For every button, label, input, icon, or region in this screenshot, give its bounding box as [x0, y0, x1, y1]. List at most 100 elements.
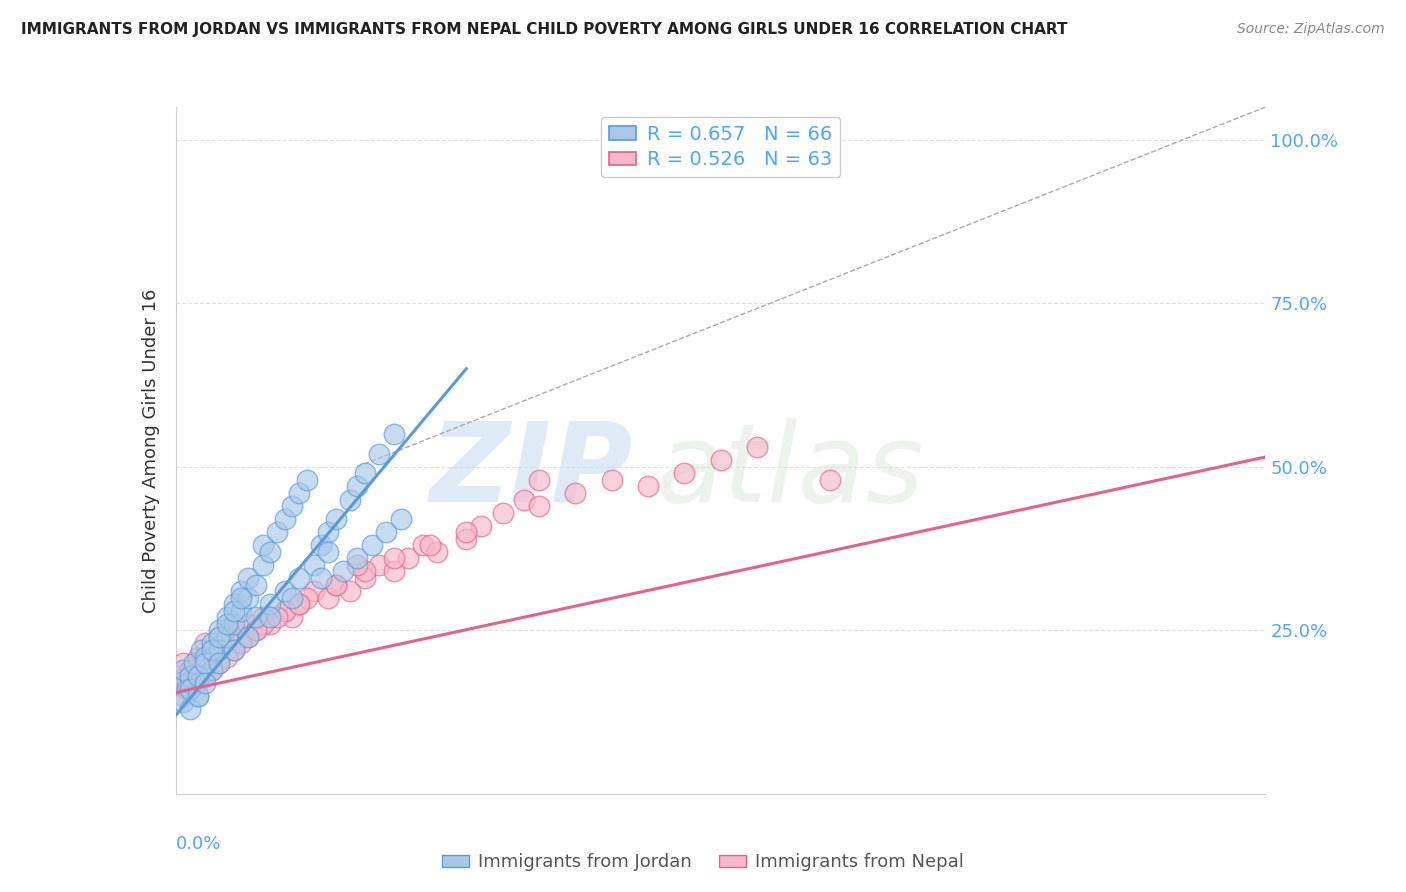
Point: [710, 453, 733, 467]
Point: [492, 506, 515, 520]
Point: [470, 518, 492, 533]
Point: [281, 610, 304, 624]
Point: [318, 525, 340, 540]
Point: [564, 486, 586, 500]
Point: [325, 577, 347, 591]
Point: [222, 643, 245, 657]
Point: [222, 604, 245, 618]
Point: [339, 492, 361, 507]
Point: [818, 473, 841, 487]
Point: [346, 479, 368, 493]
Point: [346, 551, 368, 566]
Point: [389, 512, 412, 526]
Point: [179, 702, 201, 716]
Legend: Immigrants from Jordan, Immigrants from Nepal: Immigrants from Jordan, Immigrants from …: [434, 847, 972, 879]
Text: ZIP: ZIP: [430, 417, 633, 524]
Point: [231, 636, 253, 650]
Point: [302, 584, 325, 599]
Point: [375, 525, 398, 540]
Point: [274, 512, 297, 526]
Point: [169, 675, 191, 690]
Point: [456, 532, 478, 546]
Point: [302, 558, 325, 572]
Text: atlas: atlas: [655, 417, 924, 524]
Point: [186, 675, 209, 690]
Point: [673, 467, 696, 481]
Point: [245, 624, 267, 638]
Point: [382, 551, 405, 566]
Point: [238, 616, 260, 631]
Text: IMMIGRANTS FROM JORDAN VS IMMIGRANTS FROM NEPAL CHILD POVERTY AMONG GIRLS UNDER : IMMIGRANTS FROM JORDAN VS IMMIGRANTS FRO…: [21, 22, 1067, 37]
Point: [208, 643, 231, 657]
Point: [252, 558, 274, 572]
Point: [208, 624, 231, 638]
Point: [194, 636, 217, 650]
Point: [186, 689, 209, 703]
Point: [208, 630, 231, 644]
Point: [201, 643, 224, 657]
Point: [215, 630, 238, 644]
Point: [231, 591, 253, 605]
Point: [183, 656, 205, 670]
Legend: R = 0.657   N = 66, R = 0.526   N = 63: R = 0.657 N = 66, R = 0.526 N = 63: [600, 117, 841, 178]
Point: [252, 538, 274, 552]
Point: [208, 656, 231, 670]
Point: [231, 604, 253, 618]
Point: [172, 695, 194, 709]
Point: [259, 616, 281, 631]
Point: [215, 649, 238, 664]
Point: [281, 591, 304, 605]
Point: [274, 584, 297, 599]
Point: [513, 492, 536, 507]
Point: [179, 663, 201, 677]
Point: [266, 610, 288, 624]
Point: [360, 538, 382, 552]
Point: [215, 616, 238, 631]
Point: [259, 597, 281, 611]
Point: [222, 616, 245, 631]
Point: [201, 643, 224, 657]
Point: [176, 675, 198, 690]
Point: [353, 467, 375, 481]
Point: [288, 486, 311, 500]
Point: [419, 538, 441, 552]
Point: [172, 656, 194, 670]
Point: [252, 616, 274, 631]
Point: [274, 604, 297, 618]
Point: [527, 473, 550, 487]
Point: [368, 447, 391, 461]
Point: [179, 669, 201, 683]
Point: [412, 538, 434, 552]
Point: [353, 571, 375, 585]
Point: [176, 682, 198, 697]
Point: [245, 624, 267, 638]
Point: [238, 630, 260, 644]
Point: [201, 636, 224, 650]
Point: [259, 610, 281, 624]
Point: [194, 675, 217, 690]
Point: [325, 512, 347, 526]
Point: [179, 682, 201, 697]
Point: [215, 636, 238, 650]
Point: [201, 663, 224, 677]
Point: [288, 597, 311, 611]
Point: [456, 525, 478, 540]
Point: [231, 584, 253, 599]
Point: [194, 649, 217, 664]
Point: [238, 630, 260, 644]
Point: [295, 473, 318, 487]
Point: [318, 545, 340, 559]
Point: [208, 656, 231, 670]
Point: [339, 584, 361, 599]
Point: [238, 591, 260, 605]
Point: [295, 591, 318, 605]
Point: [426, 545, 449, 559]
Point: [309, 538, 332, 552]
Point: [208, 630, 231, 644]
Text: 0.0%: 0.0%: [176, 835, 221, 853]
Point: [194, 669, 217, 683]
Point: [346, 558, 368, 572]
Point: [186, 649, 209, 664]
Point: [186, 669, 209, 683]
Y-axis label: Child Poverty Among Girls Under 16: Child Poverty Among Girls Under 16: [142, 288, 160, 613]
